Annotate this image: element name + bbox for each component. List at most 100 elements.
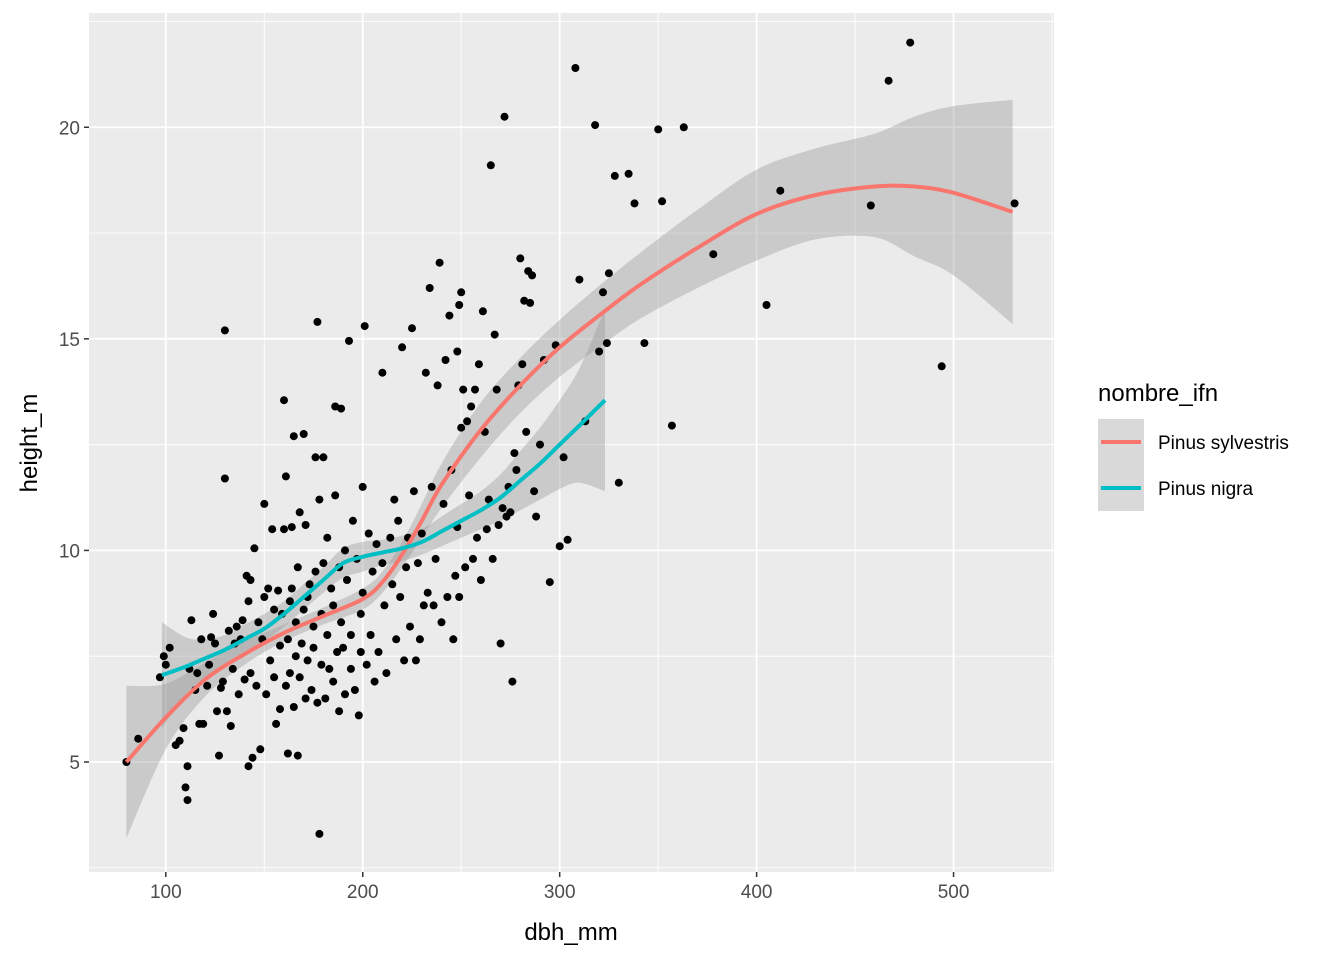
data-point [283, 749, 292, 758]
data-point [268, 525, 277, 534]
data-point [392, 635, 401, 644]
data-point [289, 703, 298, 711]
data-point [457, 288, 466, 297]
data-point [1010, 199, 1019, 208]
y-tick-label: 5 [69, 753, 80, 774]
data-point [272, 719, 281, 728]
data-point [341, 690, 349, 699]
data-point [339, 643, 348, 652]
data-point [413, 559, 422, 568]
data-point [348, 516, 357, 525]
data-point [319, 559, 328, 568]
data-point [679, 123, 688, 132]
data-point [254, 618, 263, 627]
data-point [181, 783, 190, 792]
data-point [218, 677, 227, 686]
data-point [246, 669, 255, 678]
data-point [134, 734, 143, 743]
data-point [205, 660, 214, 669]
data-point [346, 631, 355, 639]
data-point [614, 478, 623, 487]
smooth-lines [124, 183, 1014, 764]
data-point [293, 751, 302, 760]
data-point [337, 618, 346, 627]
data-point [234, 690, 243, 699]
data-point [345, 336, 353, 345]
data-point [457, 423, 466, 432]
data-point [270, 605, 279, 614]
data-point [366, 631, 375, 639]
data-point [260, 499, 269, 508]
data-point [313, 317, 322, 326]
y-axis: 5 10 15 20 [59, 118, 89, 774]
data-point [409, 487, 418, 496]
data-point [260, 593, 269, 601]
data-point [433, 381, 442, 390]
data-point [427, 482, 436, 491]
data-point [356, 648, 365, 656]
data-point [471, 385, 479, 394]
data-point [224, 626, 233, 635]
data-point [388, 580, 397, 589]
data-point [358, 482, 367, 491]
series-line [161, 398, 607, 678]
data-point [484, 495, 493, 504]
legend-title: nombre_ifn [1098, 380, 1218, 407]
data-point [287, 584, 296, 593]
data-point [431, 554, 440, 563]
data-point [423, 588, 432, 597]
y-tick-label: 20 [59, 118, 80, 139]
data-point [307, 686, 316, 694]
series-line [124, 183, 1014, 764]
data-point [455, 301, 464, 309]
data-point [490, 330, 499, 339]
data-point [183, 796, 192, 805]
data-point [193, 669, 202, 678]
data-point [207, 633, 216, 642]
data-point [884, 76, 893, 85]
y-tick-label: 15 [59, 330, 80, 351]
data-point [360, 322, 369, 331]
data-point [575, 275, 584, 284]
data-point [240, 675, 249, 684]
data-point [496, 639, 505, 648]
data-point [301, 694, 310, 703]
x-tick-label: 400 [741, 882, 773, 903]
data-point [522, 427, 531, 436]
data-point [435, 258, 444, 267]
data-point [419, 601, 428, 610]
x-tick-label: 500 [938, 882, 970, 903]
data-point [199, 719, 208, 728]
data-point [467, 402, 476, 411]
data-point [709, 250, 718, 259]
data-point [256, 745, 265, 754]
data-point [244, 597, 253, 606]
data-point [555, 542, 564, 551]
data-point [325, 664, 334, 673]
data-point [380, 601, 389, 610]
data-point [400, 656, 409, 665]
data-point [374, 648, 383, 656]
data-point [474, 360, 483, 369]
major-gridlines [89, 13, 1054, 872]
data-point [445, 311, 454, 320]
data-point [591, 121, 600, 130]
data-point [508, 677, 517, 686]
data-point [382, 669, 391, 678]
data-point [453, 347, 462, 356]
data-point [266, 656, 275, 665]
data-point [220, 474, 229, 483]
data-point [331, 491, 340, 500]
data-point [303, 656, 312, 665]
data-point [289, 432, 298, 441]
data-point [459, 385, 468, 394]
data-point [473, 533, 481, 542]
data-point [222, 707, 231, 716]
data-point [465, 491, 474, 500]
data-point [228, 664, 237, 673]
data-point [506, 508, 515, 517]
data-point [187, 616, 196, 625]
data-point [356, 609, 365, 618]
data-point [437, 618, 446, 627]
confidence-ribbon [126, 99, 1013, 839]
